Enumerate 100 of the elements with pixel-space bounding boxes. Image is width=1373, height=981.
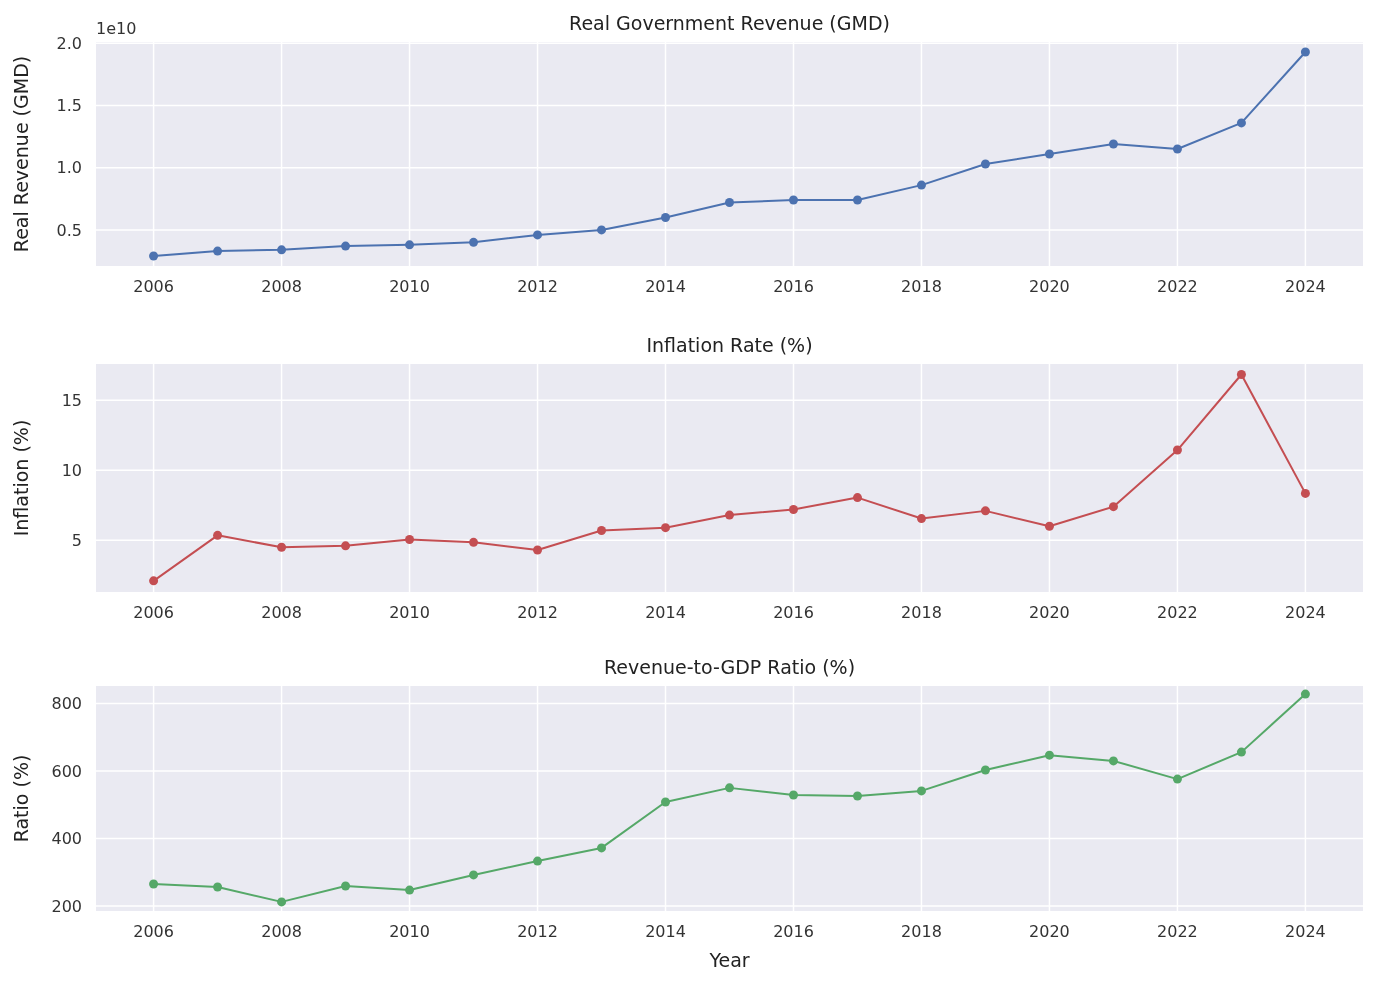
point <box>469 237 479 247</box>
point <box>213 882 223 892</box>
x-tick-label: 2010 <box>389 922 430 941</box>
y-tick-label: 15 <box>61 390 82 410</box>
x-tick-label: 2020 <box>1029 603 1070 622</box>
x-tick-label: 2022 <box>1157 277 1198 296</box>
point <box>661 523 671 533</box>
point <box>1108 502 1118 512</box>
point <box>1108 756 1118 766</box>
point <box>788 504 798 514</box>
x-tick-label: 2016 <box>773 922 814 941</box>
x-tick-label: 2008 <box>261 603 302 622</box>
point <box>916 786 926 796</box>
x-tick-label: 2018 <box>901 922 942 941</box>
point <box>852 195 862 205</box>
point <box>980 159 990 169</box>
point <box>661 212 671 222</box>
point <box>149 576 159 586</box>
point <box>1172 445 1182 455</box>
y-tick-label: 2.0 <box>56 33 82 53</box>
x-tick-label: 2022 <box>1157 922 1198 941</box>
point <box>1236 118 1246 128</box>
y-tick-label: 400 <box>51 829 82 849</box>
point <box>213 246 223 256</box>
x-tick-label: 2024 <box>1285 277 1326 296</box>
point <box>725 510 734 520</box>
x-tick-label: 2024 <box>1285 603 1326 622</box>
point <box>469 537 479 547</box>
point <box>1300 47 1310 57</box>
point <box>1108 139 1118 149</box>
point <box>916 514 926 524</box>
x-tick-label: 2006 <box>133 277 174 296</box>
point <box>1044 521 1054 531</box>
point <box>788 195 798 205</box>
x-tick-label: 2020 <box>1029 922 1070 941</box>
y-axis-title: Real Revenue (GMD) <box>10 55 32 253</box>
point <box>1236 747 1246 757</box>
x-tick-label: 2018 <box>901 603 942 622</box>
point <box>1044 750 1054 760</box>
x-tick-label: 2024 <box>1285 922 1326 941</box>
point <box>405 240 415 250</box>
point <box>533 230 543 240</box>
y-tick-label: 600 <box>51 761 82 781</box>
point <box>980 506 990 516</box>
point <box>1300 488 1310 498</box>
point <box>852 493 862 503</box>
x-tick-label: 2006 <box>133 603 174 622</box>
x-tick-label: 2014 <box>645 603 686 622</box>
point <box>661 797 671 807</box>
point <box>149 879 159 889</box>
x-tick-label: 2012 <box>517 277 558 296</box>
chart-title: Revenue-to-GDP Ratio (%) <box>603 656 856 678</box>
point <box>405 535 415 545</box>
point <box>341 241 351 251</box>
chart-title: Real Government Revenue (GMD) <box>569 12 890 34</box>
y-tick-label: 800 <box>51 694 82 714</box>
x-tick-label: 2012 <box>517 603 558 622</box>
x-tick-label: 2006 <box>133 922 174 941</box>
x-tick-label: 2016 <box>773 277 814 296</box>
point <box>597 525 607 535</box>
x-tick-label: 2008 <box>261 922 302 941</box>
point <box>533 856 543 866</box>
point <box>980 765 990 775</box>
x-tick-label: 2010 <box>389 603 430 622</box>
point <box>277 897 287 907</box>
point <box>788 790 798 800</box>
point <box>277 245 287 255</box>
x-tick-label: 2014 <box>645 922 686 941</box>
y-tick-label: 200 <box>51 896 82 916</box>
point <box>597 225 607 235</box>
point <box>533 545 543 555</box>
point <box>1236 369 1246 379</box>
point <box>597 843 607 853</box>
y-axis-title: Ratio (%) <box>10 754 32 843</box>
x-tick-label: 2008 <box>261 277 302 296</box>
point <box>341 881 351 891</box>
y-axis-title: Inflation (%) <box>10 419 32 537</box>
x-tick-label: 2014 <box>645 277 686 296</box>
text: 1e10 <box>96 19 137 38</box>
x-tick-label: 2018 <box>901 277 942 296</box>
point <box>852 791 862 801</box>
x-tick-label: 2022 <box>1157 603 1198 622</box>
chart-title: Inflation Rate (%) <box>646 334 813 356</box>
point <box>149 251 159 261</box>
x-tick-label: 2012 <box>517 922 558 941</box>
point <box>1172 774 1182 784</box>
y-tick-label: 1.5 <box>56 96 82 116</box>
y-tick-label: 5 <box>71 530 82 550</box>
x-tick-label: 2010 <box>389 277 430 296</box>
y-tick-label: 0.5 <box>56 220 82 240</box>
y-tick-label: 10 <box>61 460 82 480</box>
point <box>277 542 287 552</box>
point <box>405 885 415 895</box>
point <box>725 783 734 793</box>
point <box>1044 149 1054 159</box>
x-tick-label: 2016 <box>773 603 814 622</box>
point <box>213 530 223 540</box>
point <box>1172 144 1182 154</box>
point <box>916 180 926 190</box>
point <box>469 870 479 880</box>
